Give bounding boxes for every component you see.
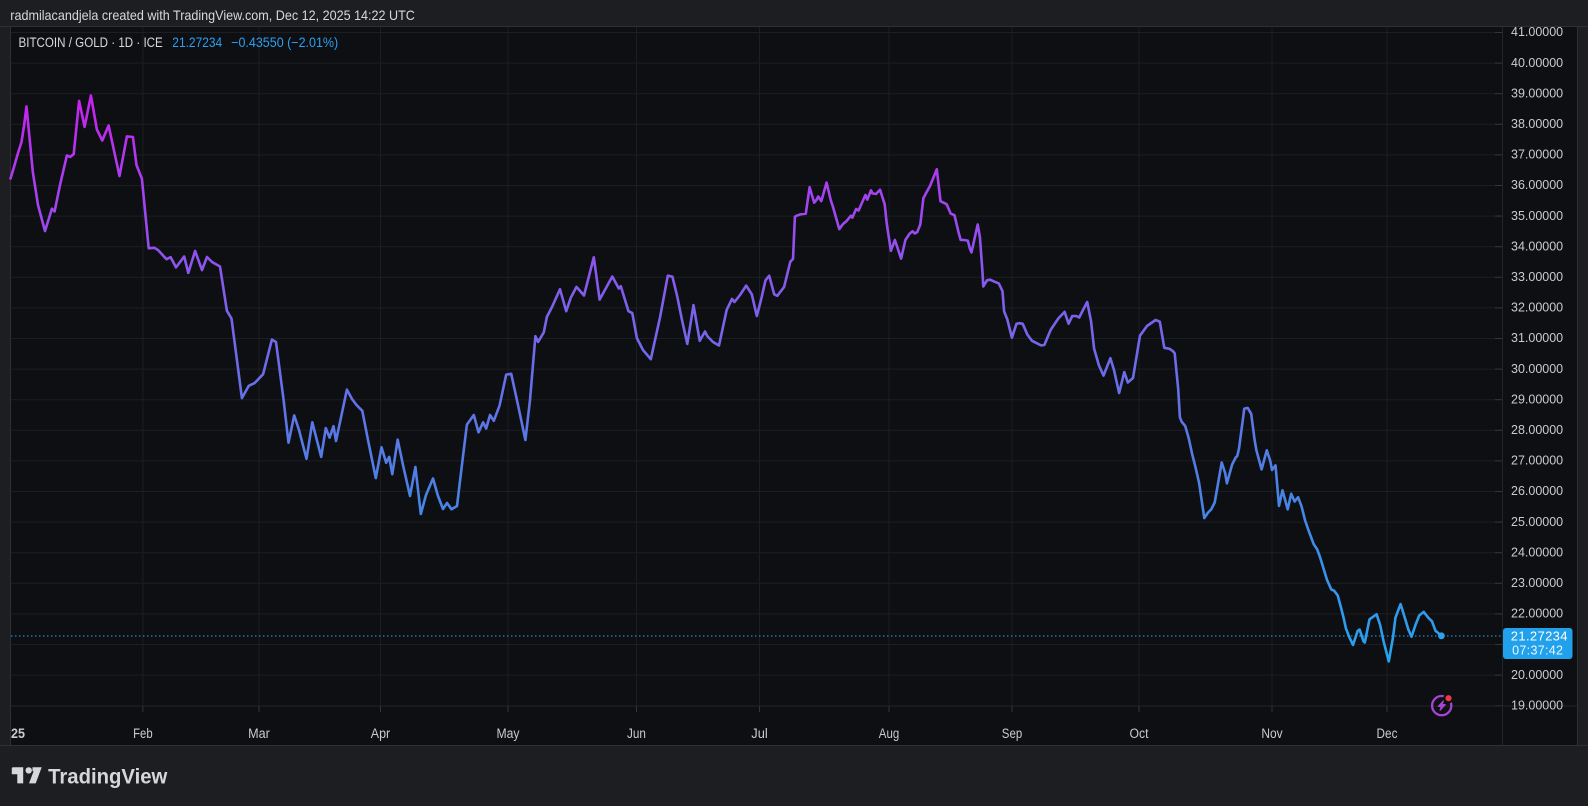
svg-text:07:37:42: 07:37:42 <box>1512 644 1563 658</box>
svg-text:Nov: Nov <box>1261 726 1283 741</box>
svg-text:Dec: Dec <box>1377 726 1398 741</box>
svg-text:Jun: Jun <box>627 726 646 741</box>
svg-text:31.00000: 31.00000 <box>1511 331 1563 345</box>
svg-text:28.00000: 28.00000 <box>1511 423 1563 437</box>
svg-text:38.00000: 38.00000 <box>1511 117 1563 131</box>
svg-text:21.27234: 21.27234 <box>1511 628 1568 643</box>
svg-text:24.00000: 24.00000 <box>1511 545 1563 559</box>
svg-text:29.00000: 29.00000 <box>1511 392 1563 406</box>
svg-text:Oct: Oct <box>1130 726 1149 741</box>
svg-text:39.00000: 39.00000 <box>1511 86 1563 100</box>
svg-text:32.00000: 32.00000 <box>1511 301 1563 315</box>
svg-text:Jul: Jul <box>751 726 767 741</box>
svg-text:41.00000: 41.00000 <box>1511 25 1563 39</box>
svg-text:TradingView: TradingView <box>48 764 167 788</box>
svg-text:BITCOIN / GOLD · 1D · ICE: BITCOIN / GOLD · 1D · ICE <box>19 35 163 50</box>
svg-text:30.00000: 30.00000 <box>1511 362 1563 376</box>
svg-text:35.00000: 35.00000 <box>1511 209 1563 223</box>
svg-text:Mar: Mar <box>248 726 270 741</box>
svg-text:26.00000: 26.00000 <box>1511 484 1563 498</box>
svg-text:25: 25 <box>11 726 25 741</box>
svg-text:40.00000: 40.00000 <box>1511 56 1563 70</box>
svg-text:19.00000: 19.00000 <box>1511 698 1563 712</box>
svg-text:Aug: Aug <box>879 726 899 741</box>
svg-text:−0.43550 (−2.01%): −0.43550 (−2.01%) <box>231 35 338 50</box>
svg-text:25.00000: 25.00000 <box>1511 515 1563 529</box>
svg-text:Sep: Sep <box>1002 726 1022 741</box>
svg-text:27.00000: 27.00000 <box>1511 454 1563 468</box>
svg-text:Feb: Feb <box>133 726 153 741</box>
svg-text:23.00000: 23.00000 <box>1511 576 1563 590</box>
svg-text:37.00000: 37.00000 <box>1511 148 1563 162</box>
svg-text:33.00000: 33.00000 <box>1511 270 1563 284</box>
svg-text:36.00000: 36.00000 <box>1511 178 1563 192</box>
svg-text:21.27234: 21.27234 <box>172 35 222 50</box>
svg-text:20.00000: 20.00000 <box>1511 668 1563 682</box>
svg-text:Apr: Apr <box>371 726 391 741</box>
svg-text:radmilacandjela created with T: radmilacandjela created with TradingView… <box>10 7 415 23</box>
svg-text:34.00000: 34.00000 <box>1511 239 1563 253</box>
svg-text:22.00000: 22.00000 <box>1511 607 1563 621</box>
svg-text:May: May <box>497 726 520 741</box>
